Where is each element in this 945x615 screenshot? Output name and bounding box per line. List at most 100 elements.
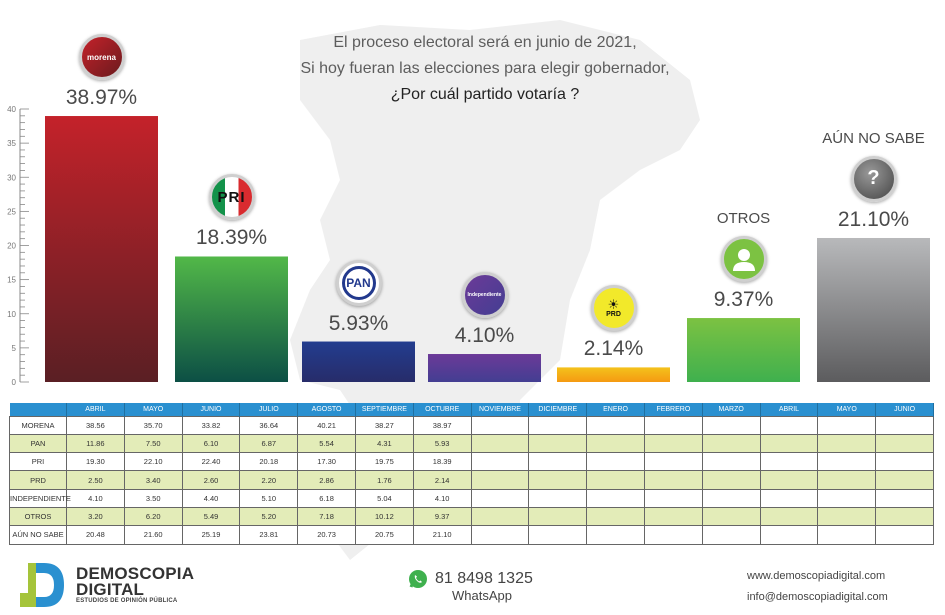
- email-link[interactable]: info@demoscopiadigital.com: [747, 591, 888, 603]
- column-header: MAYO: [817, 403, 877, 416]
- table-cell: [701, 470, 761, 490]
- title-question: ¿Por cuál partido votaría ?: [390, 86, 580, 103]
- y-tick-label: 10: [7, 310, 16, 319]
- category-label: AÚN NO SABE: [822, 129, 925, 147]
- row-label: PRD: [9, 470, 67, 490]
- table-cell: 21.10: [412, 525, 472, 545]
- column-header: ENERO: [586, 403, 645, 416]
- table-cell: [470, 470, 530, 490]
- column-header: ABRIL: [760, 403, 819, 416]
- table-cell: [701, 525, 761, 545]
- row-label: PAN: [9, 433, 67, 454]
- table-cell: 20.18: [239, 452, 299, 472]
- table-cell: 5.04: [354, 488, 414, 508]
- table-cell: 3.40: [123, 470, 183, 490]
- value-label: 18.39%: [195, 226, 268, 250]
- y-tick-label: 15: [7, 276, 16, 285]
- table-row: OTROS 3.20 6.20 5.49 5.20 7.18 10.12 9.37: [9, 506, 934, 527]
- bar-chart: 0 5 10 15 20 25 30 35 40: [7, 105, 930, 387]
- table-cell: 4.31: [354, 433, 414, 454]
- user-icon: [720, 236, 767, 283]
- table-cell: 23.81: [239, 525, 299, 545]
- bar-morena: [45, 116, 158, 382]
- table-cell: 35.70: [123, 415, 183, 435]
- question-icon: ?: [850, 155, 897, 202]
- column-header: OCTUBRE: [413, 403, 472, 416]
- table-cell: [470, 415, 530, 435]
- bar-pri: [175, 256, 288, 382]
- row-label: INDEPENDIENTE: [9, 488, 71, 508]
- column-header: AGOSTO: [297, 403, 356, 416]
- title-line-1: El proceso electoral será en junio de 20…: [333, 34, 637, 51]
- brand-tagline: ESTUDIOS DE OPINIÓN PÚBLICA: [76, 598, 178, 604]
- table-cell: 9.37: [412, 506, 472, 527]
- table-cell: 20.75: [354, 525, 414, 545]
- bar-independiente: [428, 354, 541, 382]
- whatsapp-label: WhatsApp: [452, 588, 512, 603]
- table-cell: [586, 433, 645, 454]
- table-cell: 3.50: [123, 488, 183, 508]
- table-cell: [643, 488, 703, 508]
- bar-otros: [687, 318, 800, 382]
- table-cell: [759, 525, 819, 545]
- table-cell: [875, 470, 934, 490]
- table-cell: [586, 488, 645, 508]
- table-cell: [817, 470, 877, 490]
- table-cell: 7.50: [123, 433, 183, 454]
- demoscopia-logo-icon: [20, 563, 64, 607]
- phone-number[interactable]: 81 8498 1325: [435, 570, 533, 587]
- category-label: OTROS: [716, 210, 771, 228]
- column-header: JUNIO: [182, 403, 241, 416]
- table-cell: [528, 415, 588, 435]
- table-cell: [586, 506, 645, 527]
- brand-name-line1: DEMOSCOPIA: [76, 564, 195, 583]
- table-cell: 21.60: [123, 525, 183, 545]
- chart-title: El proceso electoral será en junio de 20…: [230, 30, 740, 108]
- table-header-row: ABRIL MAYO JUNIO JULIO AGOSTO SEPTIEMBRE OCTUB…: [9, 403, 934, 416]
- table-cell: [470, 452, 530, 472]
- table-cell: 33.82: [181, 415, 241, 435]
- table-cell: [817, 452, 877, 472]
- table-cell: 38.97: [412, 415, 472, 435]
- row-label: AÚN NO SABE: [9, 525, 67, 545]
- table-cell: [586, 470, 645, 490]
- table-cell: [701, 506, 761, 527]
- table-cell: 6.10: [181, 433, 241, 454]
- table-cell: [470, 488, 530, 508]
- bars: [45, 116, 930, 382]
- prd-logo-icon: ☀ PRD: [590, 285, 637, 332]
- value-label: 38.97%: [65, 86, 138, 110]
- y-tick-label: 30: [7, 173, 16, 182]
- table-cell: 40.21: [297, 415, 356, 435]
- table-cell: 6.18: [297, 488, 356, 508]
- table-row: PRI 19.30 22.10 22.40 20.18 17.30 19.75 18.39: [9, 452, 934, 472]
- table-cell: [643, 506, 703, 527]
- y-tick-label: 20: [7, 242, 16, 251]
- y-axis: 0 5 10 15 20 25 30 35 40: [7, 105, 29, 387]
- table-cell: [528, 488, 588, 508]
- table-cell: 3.20: [66, 506, 125, 527]
- y-tick-label: 0: [12, 378, 17, 387]
- table-cell: 10.12: [354, 506, 414, 527]
- website-link[interactable]: www.demoscopiadigital.com: [747, 570, 886, 582]
- table-cell: 38.27: [354, 415, 414, 435]
- table-cell: 2.86: [297, 470, 356, 490]
- table-cell: [701, 488, 761, 508]
- table-cell: [875, 433, 934, 454]
- table-cell: [759, 470, 819, 490]
- pri-logo-icon: PRI: [208, 174, 255, 221]
- brand-name-line2: DIGITAL: [76, 580, 145, 599]
- table-cell: [875, 415, 934, 435]
- table-cell: [528, 433, 588, 454]
- table-cell: [643, 433, 703, 454]
- table-cell: 5.10: [239, 488, 299, 508]
- table-cell: [528, 470, 588, 490]
- table-cell: [759, 433, 819, 454]
- table-row: MORENA 38.56 35.70 33.82 36.64 40.21 38.27 38.9…: [9, 415, 934, 435]
- whatsapp-icon: [409, 570, 427, 588]
- table-cell: 2.60: [181, 470, 241, 490]
- table-cell: [875, 452, 934, 472]
- table-cell: [470, 525, 530, 545]
- table-cell: [643, 415, 703, 435]
- table-cell: [586, 525, 645, 545]
